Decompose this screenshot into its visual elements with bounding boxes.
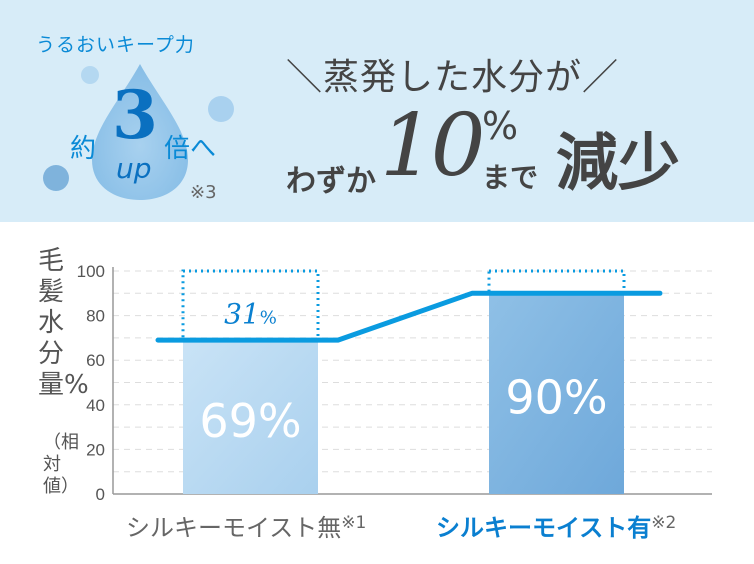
category-note: ※1 — [341, 513, 367, 533]
category-note: ※2 — [651, 513, 677, 533]
category-label-1: シルキーモイスト無※1 — [126, 508, 366, 543]
left-prefix: 約 — [70, 134, 97, 164]
left-up: up — [116, 152, 152, 185]
headline-pre: わずか — [286, 164, 376, 199]
bubble-icon — [81, 66, 99, 84]
y-tick-label: 20 — [86, 440, 105, 459]
bar-value-label: 69% — [199, 394, 301, 448]
left-note: ※3 — [190, 182, 217, 203]
y-tick-label: 0 — [96, 485, 105, 504]
left-suffix: 倍へ — [164, 134, 217, 164]
bubble-icon — [208, 96, 234, 122]
target-outline — [487, 269, 626, 295]
category-text: シルキーモイスト無 — [126, 514, 342, 542]
headline-post: 減少 — [556, 126, 681, 199]
bar-value-label: 90% — [505, 371, 607, 425]
water-drop-icon — [92, 64, 188, 200]
y-axis-label: 毛髪水分量% — [38, 246, 89, 400]
y-tick-label: 60 — [86, 351, 105, 370]
left-caption: うるおいキープ力 — [36, 34, 195, 56]
headline-percent: % — [482, 104, 519, 148]
category-label-2: シルキーモイスト有※2 — [436, 508, 676, 543]
gap-annotation: 31% — [224, 298, 277, 331]
y-tick-label: 40 — [86, 396, 105, 415]
headline-top: ＼蒸発した水分が／ — [286, 57, 620, 98]
trend-line — [155, 290, 663, 343]
bar — [183, 340, 318, 494]
y-axis-sublabel: （相対値） — [43, 432, 79, 497]
gap-value: 31 — [224, 298, 260, 331]
y-tick-label: 80 — [86, 307, 105, 326]
gap-unit: % — [260, 308, 277, 329]
headline-made: まで — [482, 161, 539, 194]
category-text: シルキーモイスト有 — [436, 514, 652, 542]
bar — [489, 293, 624, 494]
bubble-icon — [43, 165, 69, 191]
headline-number: 10 — [380, 96, 485, 196]
left-number: 3 — [112, 76, 158, 154]
y-tick-label: 100 — [77, 262, 105, 281]
